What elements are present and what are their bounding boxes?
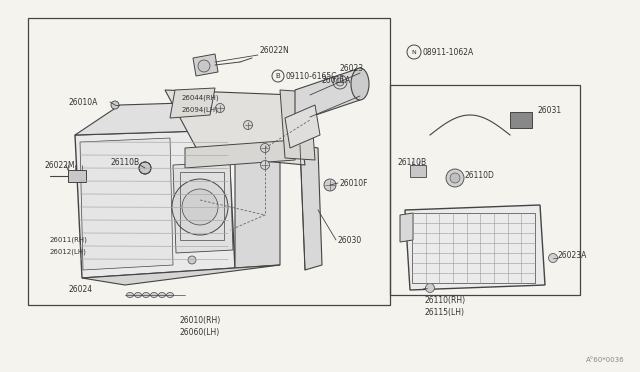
Text: 26024: 26024 [68, 285, 92, 295]
Polygon shape [295, 68, 360, 122]
Text: 26010(RH): 26010(RH) [179, 315, 221, 324]
Circle shape [111, 101, 119, 109]
Circle shape [450, 173, 460, 183]
Polygon shape [280, 90, 315, 160]
Text: 26110(RH): 26110(RH) [424, 295, 465, 305]
Ellipse shape [143, 292, 150, 298]
Text: 26023: 26023 [340, 64, 364, 73]
Polygon shape [300, 145, 322, 270]
Bar [412, 213, 535, 283]
Bar [180, 172, 224, 240]
Ellipse shape [351, 68, 369, 100]
Bar [390, 85, 580, 295]
Text: 26023A: 26023A [558, 251, 588, 260]
Polygon shape [165, 90, 305, 165]
Text: B: B [276, 73, 280, 79]
Text: 26011A: 26011A [322, 76, 351, 84]
Circle shape [182, 189, 218, 225]
Circle shape [260, 144, 269, 153]
Text: 26031: 26031 [538, 106, 562, 115]
Polygon shape [82, 265, 280, 285]
Circle shape [336, 78, 344, 86]
Ellipse shape [159, 292, 166, 298]
Circle shape [139, 162, 151, 174]
Text: 26110B: 26110B [398, 157, 427, 167]
Text: 26094(LH): 26094(LH) [182, 107, 219, 113]
Polygon shape [285, 105, 320, 148]
Text: 26044(RH): 26044(RH) [182, 95, 220, 101]
Ellipse shape [134, 292, 141, 298]
Circle shape [216, 103, 225, 112]
Text: 26010A: 26010A [68, 97, 97, 106]
Text: 26060(LH): 26060(LH) [180, 328, 220, 337]
Circle shape [243, 121, 253, 129]
Text: 26030: 26030 [338, 235, 362, 244]
Polygon shape [75, 100, 280, 135]
Bar [510, 112, 532, 128]
Polygon shape [75, 130, 235, 278]
Polygon shape [80, 138, 173, 270]
Circle shape [188, 256, 196, 264]
Bar [28, 18, 390, 305]
Polygon shape [235, 100, 280, 268]
Text: 26012(LH): 26012(LH) [50, 249, 87, 255]
Polygon shape [405, 205, 545, 290]
Ellipse shape [127, 292, 134, 298]
Text: 26110B: 26110B [110, 157, 139, 167]
Circle shape [260, 160, 269, 170]
Circle shape [426, 283, 435, 292]
Text: 26110D: 26110D [465, 170, 495, 180]
Ellipse shape [166, 292, 173, 298]
Circle shape [198, 60, 210, 72]
Polygon shape [185, 140, 295, 168]
Circle shape [446, 169, 464, 187]
Text: 09110-6165C: 09110-6165C [286, 71, 337, 80]
Text: 26011(RH): 26011(RH) [50, 237, 88, 243]
Text: 26115(LH): 26115(LH) [425, 308, 465, 317]
Polygon shape [400, 213, 413, 242]
Circle shape [548, 253, 557, 263]
Circle shape [172, 179, 228, 235]
Text: A°60*0036: A°60*0036 [586, 357, 625, 363]
Polygon shape [170, 88, 215, 118]
Polygon shape [193, 54, 218, 76]
Text: 26010F: 26010F [340, 179, 369, 187]
Text: 08911-1062A: 08911-1062A [423, 48, 474, 57]
Text: 26022N: 26022N [260, 45, 290, 55]
Ellipse shape [150, 292, 157, 298]
Text: 26022M: 26022M [44, 160, 75, 170]
Text: N: N [412, 49, 417, 55]
Polygon shape [173, 162, 233, 253]
Bar [410, 165, 426, 177]
Circle shape [324, 179, 336, 191]
Bar [68, 170, 86, 182]
Circle shape [333, 75, 347, 89]
